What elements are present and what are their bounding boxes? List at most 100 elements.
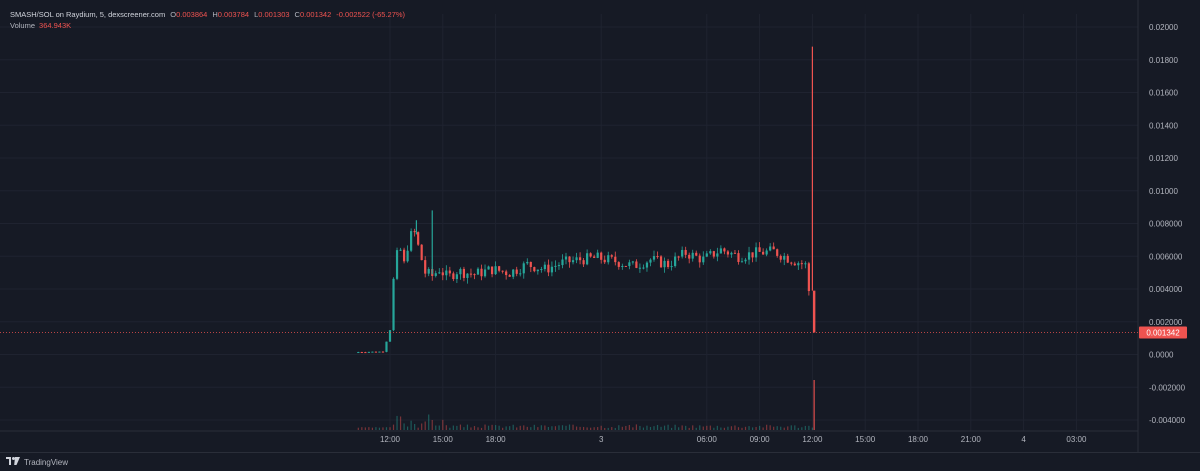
candle-body: [385, 341, 388, 352]
x-tick-label: 18:00: [908, 435, 929, 444]
volume-bar: [533, 424, 535, 430]
candle-body: [691, 252, 694, 259]
candle-body: [526, 261, 529, 264]
candle-body: [663, 260, 666, 268]
candle-body: [730, 252, 733, 255]
candle-body: [674, 256, 677, 267]
volume-row: Volume 364.943K: [10, 20, 410, 31]
volume-bar: [368, 427, 370, 430]
candle-body: [515, 269, 518, 274]
candle-body: [804, 263, 807, 265]
open-label: O: [170, 10, 177, 19]
volume-bar: [561, 425, 564, 430]
volume-bar: [540, 425, 542, 430]
candle-body: [769, 246, 772, 251]
volume-bar: [371, 427, 373, 430]
x-tick-label: 12:00: [802, 435, 823, 444]
candle-body: [550, 266, 554, 273]
volume-bar: [713, 427, 715, 430]
volume-bar: [593, 427, 595, 430]
candle-body: [617, 262, 620, 267]
candle-body: [480, 268, 483, 277]
volume-bar: [663, 425, 666, 430]
volume-bar: [509, 426, 511, 430]
candle-body: [564, 256, 568, 260]
candle-body: [758, 247, 761, 252]
candle-body: [357, 351, 360, 353]
volume-bar: [512, 424, 514, 430]
tradingview-brand[interactable]: TradingView: [6, 456, 68, 468]
candle-body: [670, 266, 673, 268]
volume-bar: [502, 427, 504, 430]
candle-body: [483, 269, 487, 277]
volume-bar: [671, 427, 673, 430]
candle-body: [413, 231, 416, 233]
candle-body: [751, 252, 754, 258]
candle-body: [536, 269, 539, 272]
candle-body: [378, 351, 381, 353]
candle-body: [716, 253, 719, 257]
x-tick-label: 03:00: [1066, 435, 1087, 444]
candle-body: [364, 352, 367, 354]
candle-body: [610, 255, 613, 257]
y-tick-label: 0.01000: [1149, 187, 1178, 196]
volume-bar: [762, 427, 764, 430]
candle-body: [740, 261, 744, 263]
volume-bar: [755, 426, 757, 430]
volume-bar: [417, 427, 419, 430]
volume-bar: [618, 425, 620, 430]
candle-body: [441, 272, 444, 276]
y-tick-label: 0.004000: [1149, 285, 1183, 294]
candle-body: [512, 269, 515, 277]
volume-bar: [783, 427, 785, 430]
volume-bar: [421, 423, 423, 430]
candle-body: [374, 351, 378, 353]
volume-label: Volume: [10, 21, 36, 30]
volume-bar: [491, 424, 493, 430]
candle-body: [547, 264, 550, 273]
volume-bar: [604, 427, 606, 430]
volume-bar: [452, 425, 454, 430]
volume-bar: [551, 426, 553, 430]
last-candle-body: [812, 290, 816, 333]
candle-body: [645, 262, 649, 268]
volume-bar: [466, 424, 469, 430]
volume-bar: [424, 421, 426, 430]
volume-bar: [709, 425, 711, 430]
candle-body: [726, 251, 730, 255]
volume-bar: [575, 426, 578, 430]
volume-bar: [748, 426, 750, 430]
tradingview-logo-icon: [6, 456, 20, 468]
candle-body: [490, 266, 494, 275]
candle-body: [659, 256, 663, 268]
candle-body: [723, 248, 726, 252]
volume-bar: [773, 426, 775, 430]
candle-body: [807, 263, 810, 292]
candle-body: [797, 263, 800, 266]
volume-bar: [357, 427, 359, 430]
candle-body: [656, 256, 659, 258]
candle-body: [575, 257, 578, 261]
x-tick-label: 3: [599, 435, 604, 444]
candle-body: [459, 268, 462, 275]
candle-body: [593, 256, 596, 258]
candle-body: [783, 255, 786, 260]
volume-bar: [811, 427, 813, 430]
candle-body: [603, 259, 606, 263]
candle-body: [754, 247, 758, 258]
candle-body: [498, 266, 501, 271]
volume-bar: [572, 424, 574, 430]
candle-body: [744, 259, 747, 262]
volume-bar: [614, 427, 616, 430]
candle-body: [772, 246, 775, 250]
candle-body: [367, 351, 370, 353]
candle-body: [779, 255, 782, 260]
y-tick-label: 0.01800: [1149, 56, 1178, 65]
volume-bar: [470, 427, 472, 430]
candle-body: [578, 257, 582, 261]
candle-body: [381, 351, 385, 353]
volume-bar: [656, 424, 659, 430]
candle-body: [371, 351, 374, 353]
